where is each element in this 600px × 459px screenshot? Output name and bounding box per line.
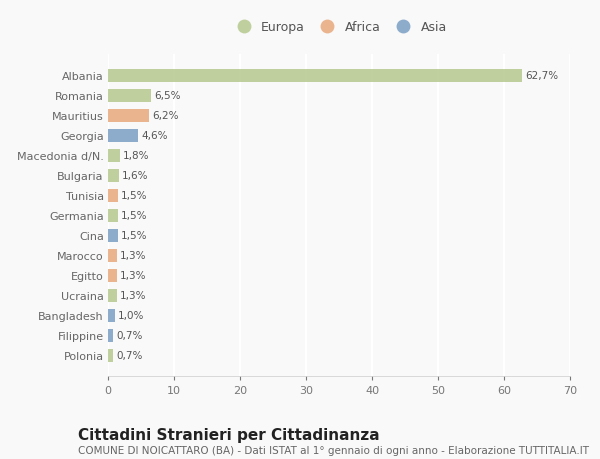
Bar bbox=[108, 309, 115, 322]
Bar bbox=[108, 269, 116, 282]
Bar bbox=[108, 329, 113, 342]
Text: 6,2%: 6,2% bbox=[152, 111, 179, 121]
Text: 0,7%: 0,7% bbox=[116, 350, 142, 360]
Text: 1,5%: 1,5% bbox=[121, 191, 148, 201]
Text: 0,7%: 0,7% bbox=[116, 330, 142, 340]
Bar bbox=[108, 289, 116, 302]
Text: 62,7%: 62,7% bbox=[525, 71, 558, 81]
Text: 6,5%: 6,5% bbox=[154, 91, 181, 101]
Bar bbox=[108, 249, 116, 262]
Bar bbox=[108, 169, 119, 182]
Text: Cittadini Stranieri per Cittadinanza: Cittadini Stranieri per Cittadinanza bbox=[78, 427, 380, 442]
Text: 1,3%: 1,3% bbox=[120, 291, 146, 301]
Bar bbox=[108, 209, 118, 222]
Text: 1,8%: 1,8% bbox=[123, 151, 149, 161]
Bar bbox=[108, 150, 120, 162]
Text: 1,3%: 1,3% bbox=[120, 251, 146, 261]
Text: 4,6%: 4,6% bbox=[142, 131, 168, 141]
Text: 1,5%: 1,5% bbox=[121, 211, 148, 221]
Legend: Europa, Africa, Asia: Europa, Africa, Asia bbox=[226, 17, 452, 39]
Bar bbox=[108, 129, 139, 142]
Text: 1,0%: 1,0% bbox=[118, 310, 144, 320]
Text: 1,5%: 1,5% bbox=[121, 231, 148, 241]
Text: 1,3%: 1,3% bbox=[120, 270, 146, 280]
Bar bbox=[108, 229, 118, 242]
Bar bbox=[108, 349, 113, 362]
Bar bbox=[108, 90, 151, 102]
Text: COMUNE DI NOICATTARO (BA) - Dati ISTAT al 1° gennaio di ogni anno - Elaborazione: COMUNE DI NOICATTARO (BA) - Dati ISTAT a… bbox=[78, 445, 589, 455]
Bar bbox=[108, 189, 118, 202]
Bar bbox=[108, 110, 149, 123]
Text: 1,6%: 1,6% bbox=[122, 171, 148, 181]
Bar bbox=[108, 70, 522, 83]
